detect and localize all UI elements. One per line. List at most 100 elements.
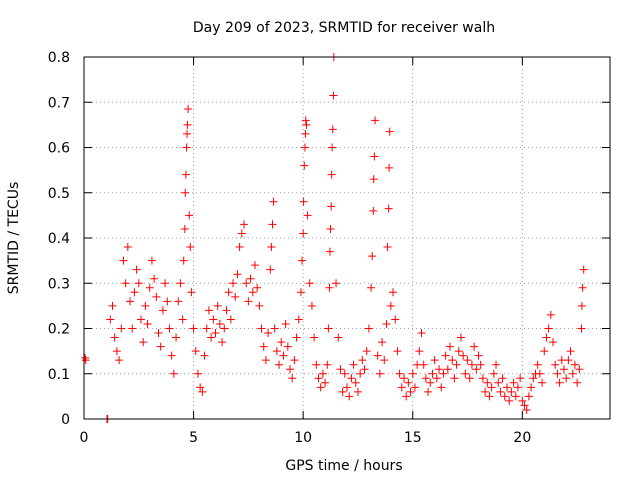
data-point: [378, 338, 387, 347]
data-point: [373, 351, 382, 360]
data-point: [270, 324, 279, 333]
data-point: [134, 279, 143, 288]
data-point: [391, 315, 400, 324]
data-point: [367, 283, 376, 292]
y-tick-label: 0.5: [48, 186, 70, 202]
data-point: [454, 347, 463, 356]
data-point: [123, 243, 132, 252]
data-point: [358, 356, 367, 365]
data-points: [81, 53, 588, 423]
data-point: [312, 360, 321, 369]
data-point: [332, 279, 341, 288]
y-tick-label: 0.8: [48, 50, 70, 66]
data-point: [314, 374, 323, 383]
data-point: [511, 392, 520, 401]
data-point: [154, 329, 163, 338]
data-point: [302, 120, 311, 129]
data-point: [328, 143, 337, 152]
data-point: [408, 369, 417, 378]
data-point: [518, 396, 527, 405]
data-point: [220, 324, 229, 333]
data-point: [268, 220, 277, 229]
data-point: [428, 369, 437, 378]
data-point: [272, 347, 281, 356]
data-point: [324, 324, 333, 333]
data-point: [250, 261, 259, 270]
data-point: [264, 329, 273, 338]
data-point: [465, 374, 474, 383]
data-point: [145, 283, 154, 292]
data-point: [187, 288, 196, 297]
data-point: [327, 170, 336, 179]
data-point: [141, 301, 150, 310]
data-point: [215, 319, 224, 328]
data-point: [559, 365, 568, 374]
data-point: [347, 374, 356, 383]
data-point: [147, 256, 156, 265]
data-point: [470, 342, 479, 351]
data-point: [244, 297, 253, 306]
data-point: [507, 387, 516, 396]
data-point: [106, 315, 115, 324]
data-point: [323, 360, 332, 369]
data-point: [343, 383, 351, 392]
data-point: [424, 387, 433, 396]
data-point: [202, 324, 211, 333]
data-point: [180, 224, 189, 233]
data-point: [410, 383, 419, 392]
data-point: [487, 383, 496, 392]
data-point: [321, 378, 330, 387]
x-axis-label: GPS time / hours: [285, 458, 402, 474]
data-point: [472, 365, 481, 374]
data-point: [555, 378, 564, 387]
data-point: [360, 365, 369, 374]
data-point: [570, 360, 579, 369]
data-point: [294, 315, 303, 324]
data-point: [562, 374, 571, 383]
data-point: [404, 378, 413, 387]
data-point: [415, 347, 424, 356]
data-point: [292, 333, 301, 342]
data-point: [459, 351, 468, 360]
data-point: [115, 356, 124, 365]
data-point: [298, 256, 307, 265]
data-point: [474, 351, 483, 360]
data-point: [161, 279, 170, 288]
data-point: [305, 279, 314, 288]
data-point: [318, 369, 327, 378]
data-point: [281, 319, 290, 328]
data-point: [345, 392, 354, 401]
data-point: [437, 383, 446, 392]
data-point: [578, 283, 587, 292]
data-point: [456, 333, 465, 342]
y-tick-label: 0.6: [48, 141, 70, 157]
data-point: [463, 356, 472, 365]
data-point: [546, 310, 555, 319]
data-point: [288, 374, 297, 383]
data-point: [185, 211, 194, 220]
data-point: [156, 342, 165, 351]
data-point: [351, 378, 360, 387]
data-point: [399, 374, 408, 383]
data-point: [329, 91, 338, 100]
data-point: [224, 288, 233, 297]
data-point: [81, 356, 90, 365]
data-point: [362, 347, 371, 356]
data-point: [566, 347, 575, 356]
data-point: [568, 369, 577, 378]
data-point: [316, 383, 325, 392]
data-point: [239, 220, 248, 229]
data-point: [540, 347, 549, 356]
data-point: [126, 297, 135, 306]
data-point: [237, 229, 246, 238]
data-point: [229, 279, 238, 288]
data-point: [516, 374, 525, 383]
data-point: [478, 374, 487, 383]
data-point: [375, 369, 384, 378]
data-point: [181, 188, 190, 197]
data-point: [167, 351, 176, 360]
data-point: [485, 392, 494, 401]
data-point: [121, 279, 130, 288]
data-point: [524, 392, 533, 401]
data-point: [259, 342, 268, 351]
